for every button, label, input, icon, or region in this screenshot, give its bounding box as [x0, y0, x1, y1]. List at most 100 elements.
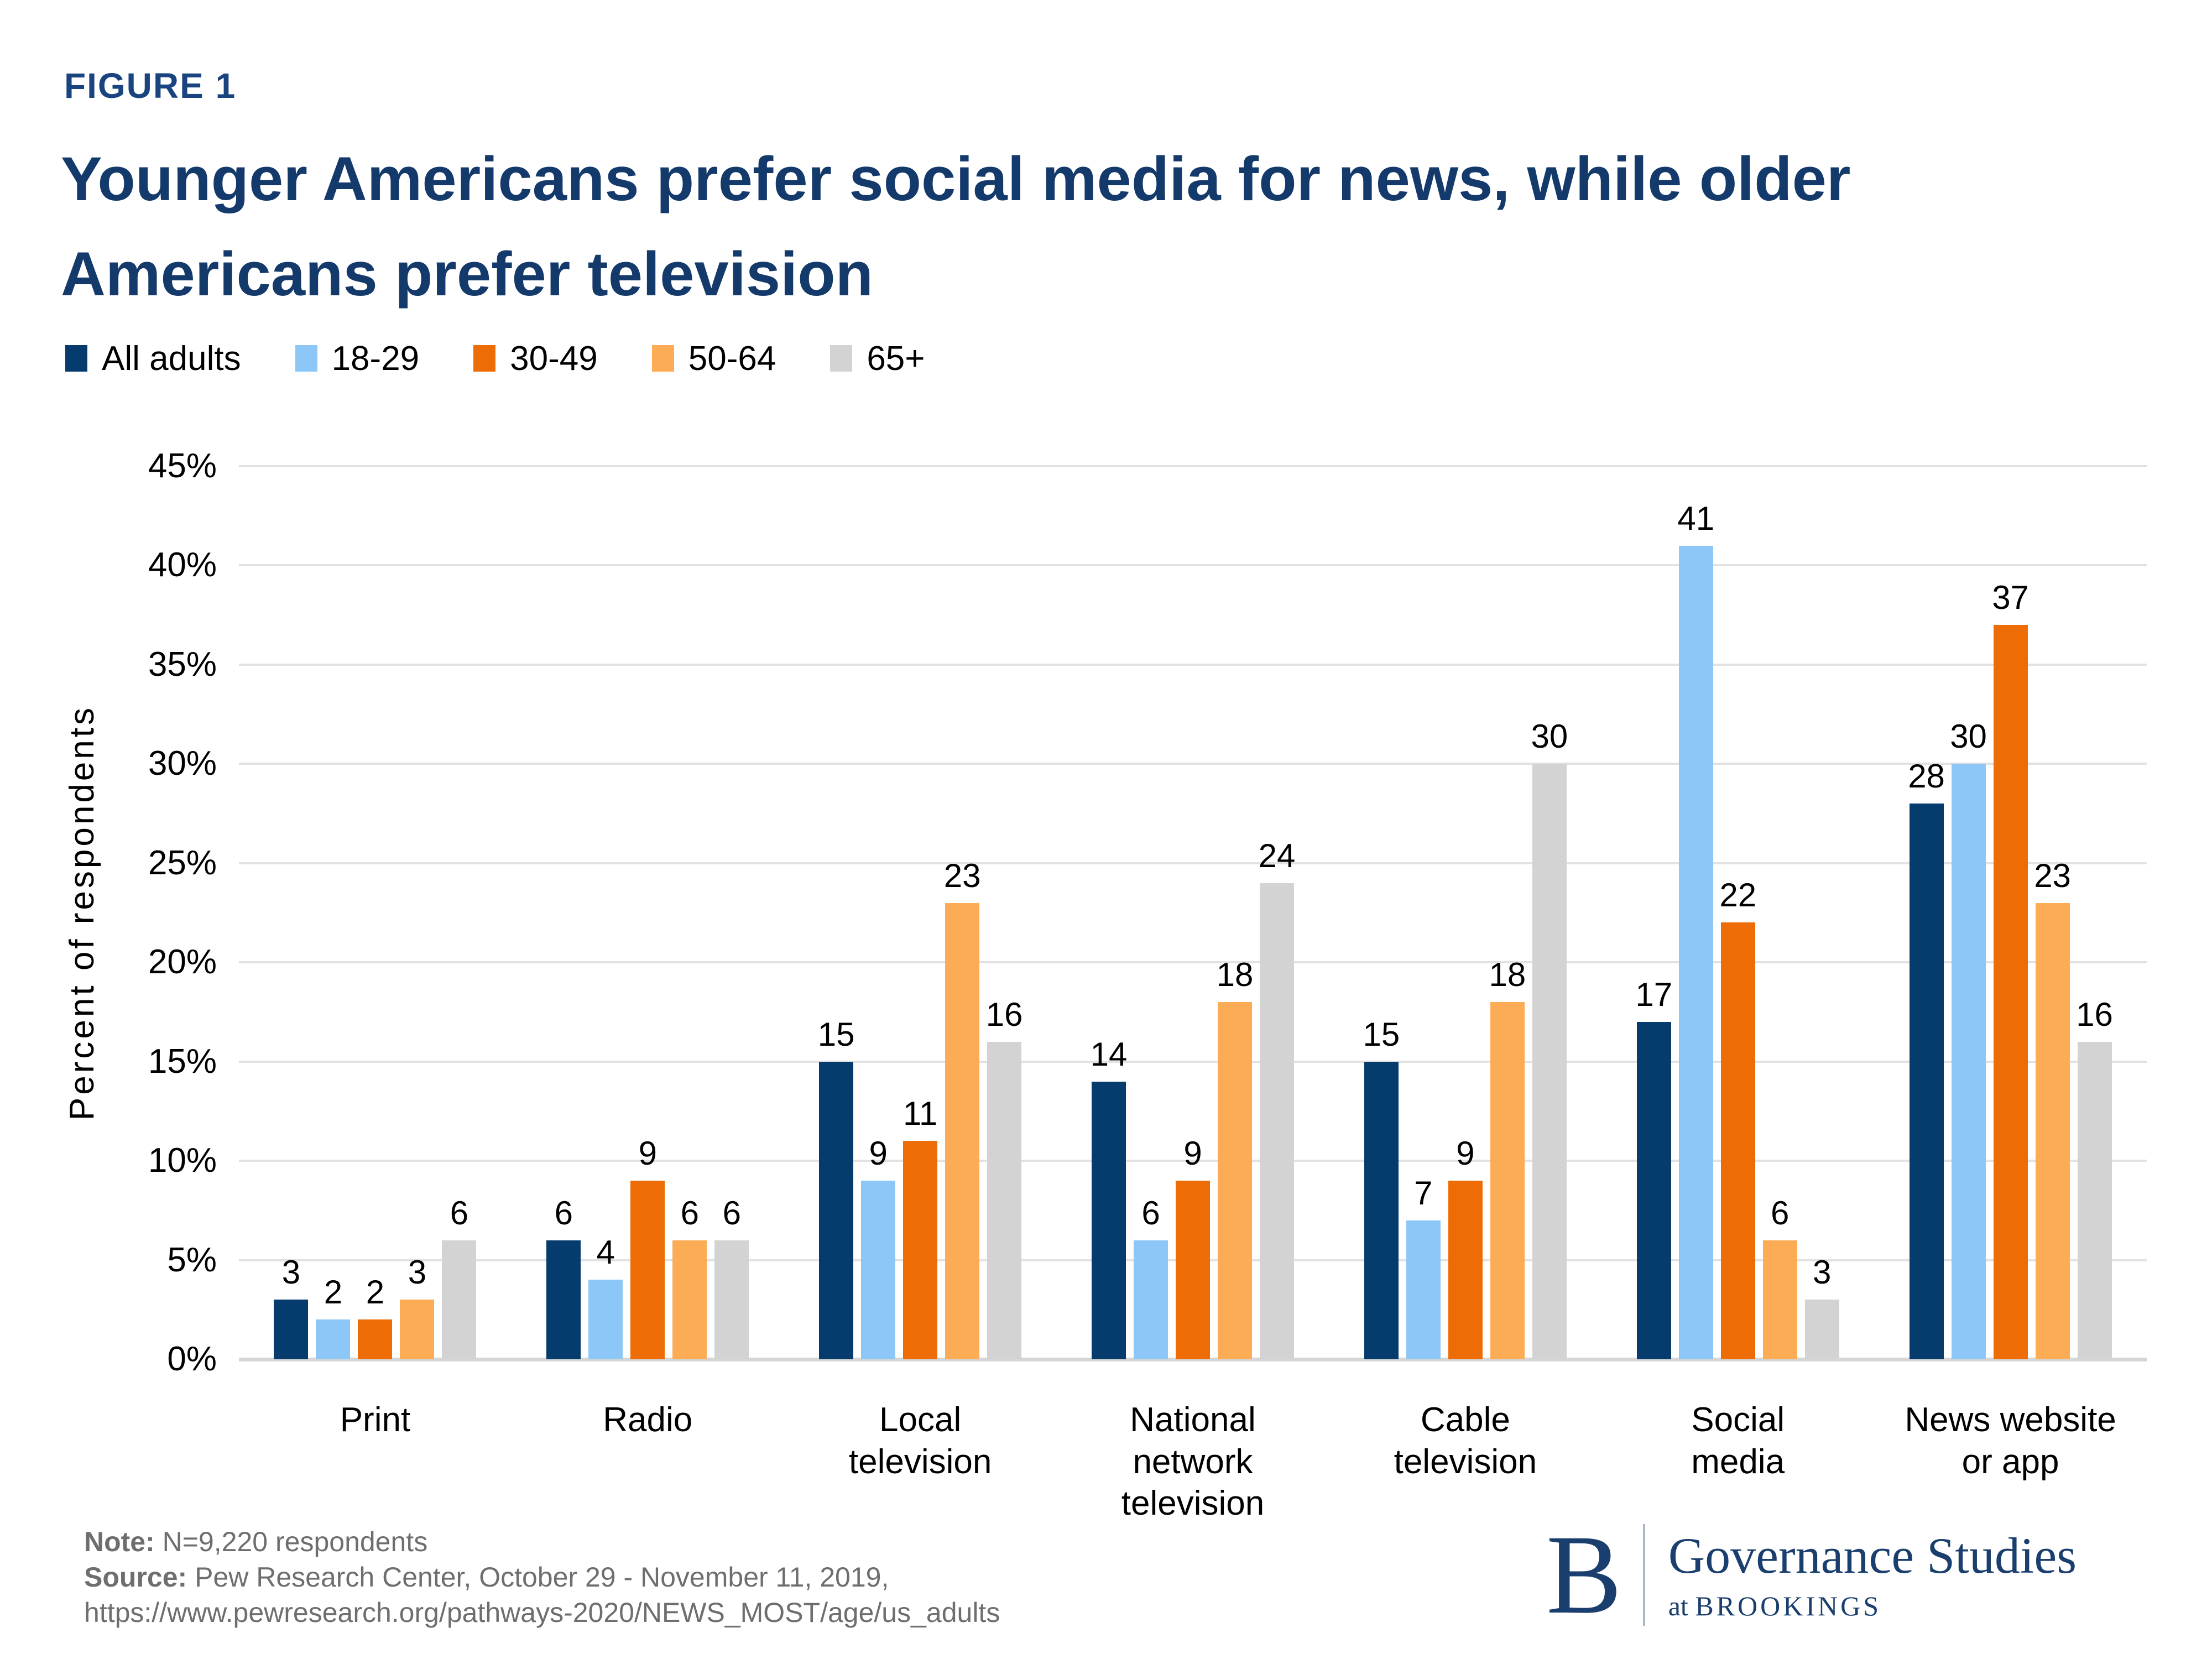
- y-tick-30: 30%: [148, 744, 217, 783]
- bar-30-49-radio: [630, 1181, 665, 1359]
- legend-label: 50-64: [688, 339, 776, 378]
- bar-value-all-adults-cable-television: 15: [1363, 1015, 1400, 1053]
- y-tick-15: 15%: [148, 1042, 217, 1081]
- bar-value-50-64-news-website-or-app: 23: [2034, 857, 2071, 894]
- legend-item-30-49: 30-49: [473, 339, 598, 378]
- legend-swatch-icon: [473, 345, 496, 372]
- source-label: Source:: [84, 1562, 187, 1593]
- bar-value-18-29-cable-television: 7: [1414, 1174, 1433, 1212]
- bar-65-news-website-or-app: [2077, 1041, 2112, 1359]
- plot-area: 0% 5% 10% 15% 20% 25% 30% 35% 40% 45% 3 2 2 3 6 Print 6 4…: [148, 448, 2147, 1522]
- bar-50-64-news-website-or-app: [2035, 902, 2070, 1359]
- bar-65-print: [442, 1240, 477, 1359]
- bar-all-adults-social-media: [1636, 1021, 1671, 1359]
- category-label-radio: Radio: [603, 1401, 693, 1439]
- logo-program-name: Governance Studies: [1668, 1527, 2077, 1584]
- bar-value-50-64-national-network-television: 18: [1216, 956, 1254, 993]
- bar-value-18-29-national-network-television: 6: [1141, 1194, 1160, 1232]
- bar-18-29-news-website-or-app: [1951, 764, 1986, 1359]
- bar-50-64-radio: [672, 1240, 707, 1359]
- source-text: Pew Research Center, October 29 - Novemb…: [195, 1562, 889, 1593]
- bar-30-49-national-network-television: [1176, 1181, 1210, 1359]
- category-label-news-website-or-app: News website or app: [1905, 1401, 2116, 1481]
- bar-value-30-49-local-television: 11: [902, 1095, 938, 1133]
- brookings-b-mark: B: [1546, 1512, 1622, 1637]
- bar-50-64-national-network-television: [1218, 1002, 1252, 1359]
- bar-18-29-national-network-television: [1134, 1240, 1168, 1359]
- bar-value-all-adults-radio: 6: [554, 1194, 573, 1232]
- bar-65-local-television: [987, 1041, 1022, 1359]
- y-axis-title: Percent of respondents: [62, 705, 101, 1121]
- bar-18-29-radio: [588, 1280, 623, 1359]
- bar-value-65-social-media: 3: [1813, 1254, 1832, 1291]
- legend-item-18-29: 18-29: [295, 339, 419, 378]
- gridline-35: [239, 663, 2147, 666]
- brookings-logo: B Governance Studies at BROOKINGS: [1546, 1512, 2077, 1637]
- bar-value-50-64-local-television: 23: [943, 857, 981, 894]
- bar-value-all-adults-local-television: 15: [817, 1015, 855, 1053]
- category-label-social-media: Social media: [1691, 1401, 1785, 1481]
- bar-65-radio: [714, 1240, 749, 1359]
- category-label-print: Print: [340, 1401, 411, 1439]
- legend-label: All adults: [102, 339, 241, 378]
- gridline-25: [239, 862, 2147, 864]
- bar-value-all-adults-national-network-television: 14: [1090, 1035, 1128, 1073]
- bar-30-49-news-website-or-app: [1993, 625, 2028, 1359]
- bar-30-49-social-media: [1720, 922, 1755, 1359]
- bar-all-adults-local-television: [819, 1061, 854, 1359]
- bar-18-29-print: [316, 1319, 351, 1359]
- legend-swatch-icon: [651, 345, 674, 372]
- legend-swatch-icon: [295, 345, 317, 372]
- bar-30-49-cable-television: [1448, 1181, 1483, 1359]
- gridline-20: [239, 961, 2147, 964]
- y-tick-5: 5%: [167, 1240, 217, 1279]
- legend-item-50-64: 50-64: [651, 339, 776, 378]
- bar-value-all-adults-print: 3: [281, 1254, 301, 1291]
- bar-all-adults-news-website-or-app: [1909, 804, 1944, 1359]
- bar-value-65-cable-television: 30: [1531, 718, 1568, 755]
- legend-label: 65+: [867, 339, 925, 378]
- bar-value-30-49-cable-television: 9: [1456, 1135, 1475, 1172]
- note-label: Note:: [84, 1526, 155, 1557]
- bar-value-30-49-social-media: 22: [1719, 877, 1757, 914]
- y-tick-45: 45%: [148, 447, 217, 485]
- bar-value-all-adults-news-website-or-app: 28: [1908, 758, 1945, 795]
- bar-value-65-print: 6: [450, 1194, 469, 1232]
- y-tick-40: 40%: [148, 546, 217, 585]
- figure-label: FIGURE 1: [64, 66, 237, 106]
- bar-value-18-29-radio: 4: [596, 1234, 615, 1271]
- legend-item-65: 65+: [830, 339, 925, 378]
- bar-all-adults-national-network-television: [1092, 1081, 1126, 1359]
- legend: All adults 18-29 30-49 50-64 65+: [65, 335, 925, 382]
- y-tick-0: 0%: [167, 1340, 217, 1378]
- bar-value-18-29-local-television: 9: [869, 1135, 888, 1172]
- bar-value-50-64-print: 3: [408, 1254, 427, 1291]
- bar-value-30-49-print: 2: [366, 1274, 385, 1311]
- bar-30-49-print: [358, 1319, 393, 1359]
- legend-swatch-icon: [830, 345, 853, 372]
- bar-value-65-local-television: 16: [985, 995, 1023, 1033]
- chart-title: Younger Americans prefer social media fo…: [61, 144, 1851, 309]
- bar-value-50-64-social-media: 6: [1771, 1194, 1790, 1232]
- bar-all-adults-cable-television: [1364, 1061, 1399, 1359]
- source-line: Source: Pew Research Center, October 29 …: [84, 1559, 1000, 1595]
- gridline-10: [239, 1160, 2147, 1162]
- bar-all-adults-radio: [546, 1240, 581, 1359]
- bar-value-65-news-website-or-app: 16: [2076, 995, 2113, 1033]
- category-label-local-television: Local television: [848, 1401, 992, 1481]
- legend-swatch-icon: [65, 345, 87, 372]
- gridline-45: [239, 465, 2147, 467]
- gridline-15: [239, 1060, 2147, 1063]
- legend-item-all-adults: All adults: [65, 339, 241, 378]
- legend-label: 30-49: [510, 339, 598, 378]
- bar-value-50-64-radio: 6: [680, 1194, 699, 1232]
- bar-value-50-64-cable-television: 18: [1489, 956, 1526, 993]
- y-tick-25: 25%: [148, 843, 217, 882]
- bar-value-65-radio: 6: [722, 1194, 741, 1232]
- bar-18-29-cable-television: [1406, 1220, 1441, 1359]
- note-text: N=9,220 respondents: [162, 1526, 428, 1557]
- logo-divider: [1642, 1524, 1645, 1626]
- logo-org-name: at BROOKINGS: [1668, 1590, 1882, 1621]
- bar-50-64-local-television: [945, 902, 980, 1359]
